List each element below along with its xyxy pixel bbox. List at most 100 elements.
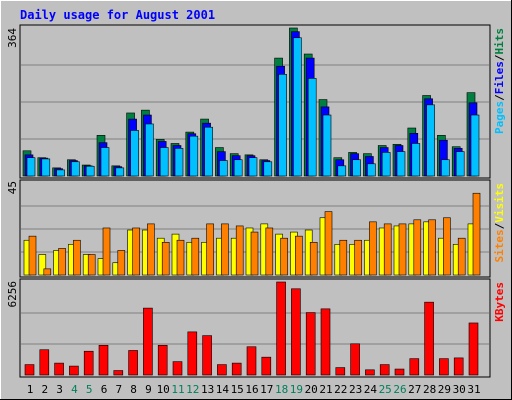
x-axis-labels: 1 2 3 4 5 6 7 8 9 10 11 12 13 14 15 16 17 18 19 20 21 22 23 24 2…	[27, 383, 481, 396]
x-tick-label: 24	[364, 383, 378, 396]
pages-bar	[426, 104, 435, 177]
pages-bar	[352, 159, 361, 177]
pages-bar	[263, 161, 273, 177]
svg-text:Sites/Visits: Sites/Visits	[493, 183, 506, 263]
pages-bar	[441, 159, 450, 177]
pages-bar	[174, 148, 184, 177]
kbytes-bar	[113, 370, 124, 376]
x-tick-label: 11	[171, 383, 184, 396]
sites-bar	[43, 268, 52, 276]
legend-panel-2: Sites/Visits	[493, 183, 506, 263]
pages-bar	[322, 114, 332, 177]
sites-bar	[161, 241, 170, 276]
x-tick-label: 4	[71, 383, 78, 396]
x-tick-label: 6	[101, 383, 108, 396]
kbytes-bar	[98, 344, 109, 376]
kbytes-bar	[439, 358, 449, 376]
sites-bar	[472, 192, 481, 276]
sites-bar	[102, 227, 111, 276]
sites-bar	[235, 225, 244, 276]
pages-bar	[307, 78, 317, 177]
sites-bar	[339, 239, 348, 276]
x-tick-label: 18	[275, 383, 288, 396]
pages-bar	[204, 126, 213, 177]
x-tick-label: 14	[216, 383, 230, 396]
pages-bar	[470, 114, 480, 177]
sites-bar	[309, 241, 318, 276]
legend-files: Files	[493, 61, 506, 94]
panel-kbytes	[24, 281, 479, 376]
kbytes-bar	[172, 361, 183, 376]
kbytes-bar	[128, 350, 138, 376]
x-tick-label: 16	[245, 383, 258, 396]
x-tick-label: 25	[379, 383, 392, 396]
x-tick-label: 27	[408, 383, 421, 396]
sites-bar	[147, 223, 155, 276]
pages-bar	[115, 167, 125, 177]
kbytes-bar	[365, 369, 375, 376]
x-tick-label: 12	[186, 383, 199, 396]
legend-pages: Pages	[493, 101, 506, 134]
pages-bar	[278, 74, 287, 177]
x-tick-label: 22	[334, 383, 347, 396]
pages-bar	[337, 165, 347, 177]
panel-hits-files-pages	[22, 27, 480, 177]
kbytes-bar	[143, 307, 153, 376]
sites-bar	[28, 235, 37, 276]
kbytes-bar	[320, 308, 331, 376]
kbytes-bar	[335, 367, 346, 376]
legend-panel-1: Pages/Files/Hits	[493, 28, 506, 134]
pages-bar	[189, 135, 199, 177]
sites-bar	[191, 237, 200, 276]
sites-bar	[354, 239, 362, 276]
pages-bar	[71, 161, 80, 177]
kbytes-bar	[379, 364, 390, 376]
svg-text:KBytes: KBytes	[493, 282, 506, 322]
pages-bar	[455, 151, 465, 177]
kbytes-bar	[246, 346, 257, 376]
panel-2-ymax-label: 45	[6, 181, 19, 194]
sites-bar	[58, 248, 66, 276]
kbytes-bar	[305, 312, 316, 376]
x-tick-label: 5	[86, 383, 93, 396]
legend-kbytes: KBytes	[493, 282, 506, 322]
x-tick-label: 7	[115, 383, 122, 396]
kbytes-bar	[157, 344, 168, 376]
kbytes-bar	[453, 357, 464, 376]
legend-sites: Sites	[493, 229, 506, 262]
sites-bar	[265, 227, 274, 276]
kbytes-bar	[187, 331, 198, 376]
kbytes-bar	[231, 362, 242, 376]
legend-panel-3: KBytes	[493, 282, 506, 322]
pages-bar	[26, 157, 36, 177]
x-tick-label: 3	[56, 383, 63, 396]
legend-sep-1: /	[493, 94, 506, 101]
x-tick-label: 29	[438, 383, 451, 396]
pages-bar	[159, 147, 169, 177]
x-tick-label: 17	[260, 383, 273, 396]
panel-1-ymax-label: 364	[6, 28, 19, 48]
sites-bar	[443, 217, 451, 276]
pages-bar	[233, 159, 243, 177]
sites-bar	[324, 211, 333, 276]
x-tick-label: 8	[130, 383, 137, 396]
sites-bar	[250, 231, 259, 276]
sites-bar	[369, 221, 377, 276]
kbytes-bar	[24, 364, 35, 376]
kbytes-bar	[217, 364, 227, 376]
pages-bar	[411, 143, 421, 177]
visits-bar	[38, 254, 47, 276]
kbytes-bar	[39, 349, 50, 376]
kbytes-bar	[468, 322, 479, 376]
sites-bar	[428, 219, 436, 276]
pages-bar	[381, 152, 391, 177]
pages-bar	[145, 123, 154, 177]
x-tick-label: 2	[41, 383, 48, 396]
sites-bar	[206, 223, 214, 276]
kbytes-bar	[350, 343, 360, 376]
x-tick-label: 13	[201, 383, 214, 396]
kbytes-bar	[394, 368, 405, 376]
pages-bar	[100, 147, 110, 177]
kbytes-bar	[83, 350, 94, 376]
